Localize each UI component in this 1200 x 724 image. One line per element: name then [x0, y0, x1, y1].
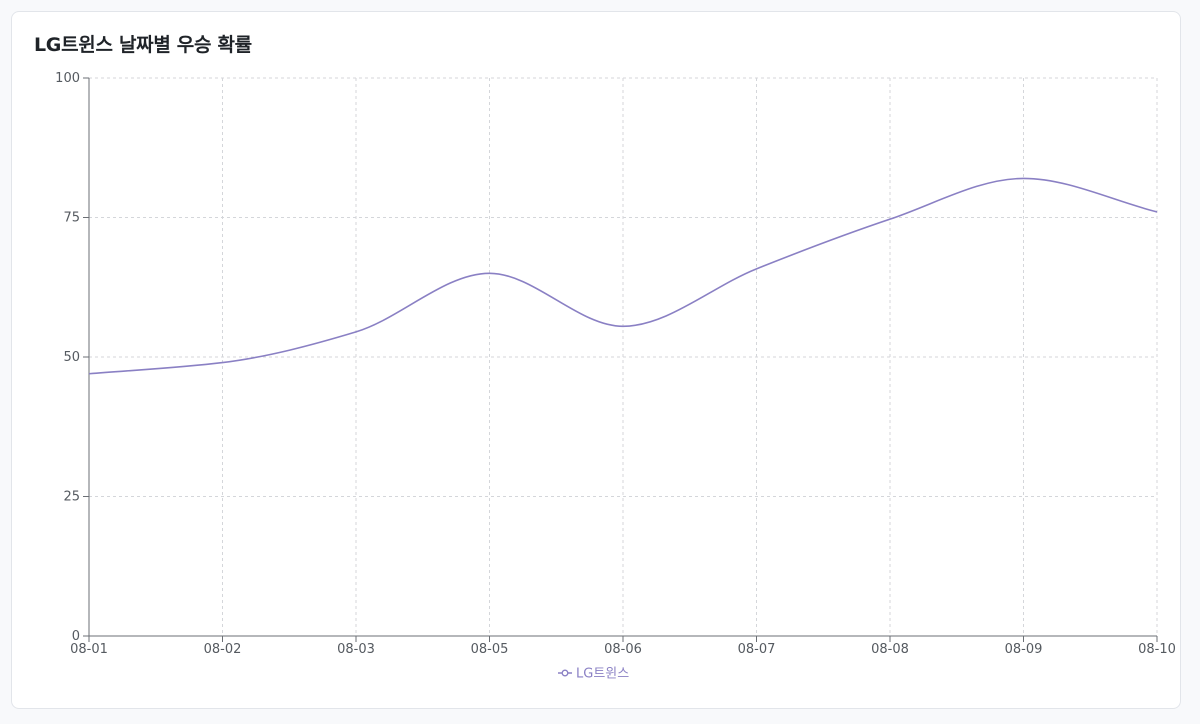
- x-tick-label: 08-05: [471, 642, 509, 657]
- legend-label: LG트윈스: [576, 667, 629, 682]
- y-tick-label: 50: [63, 350, 80, 365]
- x-tick-label: 08-10: [1138, 642, 1176, 657]
- legend[interactable]: LG트윈스: [558, 667, 629, 682]
- x-tick-label: 08-03: [337, 642, 375, 657]
- y-axis: 0 25 50 75 100: [55, 71, 89, 644]
- chart-card: LG트윈스 날짜별 우승 확률: [11, 11, 1181, 709]
- y-tick-label: 75: [63, 211, 80, 226]
- x-tick-label: 08-07: [738, 642, 776, 657]
- x-tick-label: 08-02: [204, 642, 242, 657]
- y-tick-label: 0: [72, 629, 80, 644]
- x-tick-label: 08-01: [70, 642, 108, 657]
- x-tick-label: 08-08: [871, 642, 909, 657]
- x-tick-label: 08-06: [604, 642, 642, 657]
- x-tick-label: 08-09: [1005, 642, 1043, 657]
- x-axis: 08-01 08-02 08-03 08-05 08-06 08-07 08-08 08-09…: [70, 636, 1176, 657]
- y-tick-label: 100: [55, 71, 80, 86]
- chart-title: LG트윈스 날짜별 우승 확률: [34, 34, 252, 56]
- chart-series: [88, 177, 1158, 375]
- series-line[interactable]: [88, 177, 1158, 375]
- legend-marker-icon: [561, 669, 569, 677]
- chart-grid: [89, 77, 1158, 636]
- y-tick-label: 25: [63, 490, 80, 505]
